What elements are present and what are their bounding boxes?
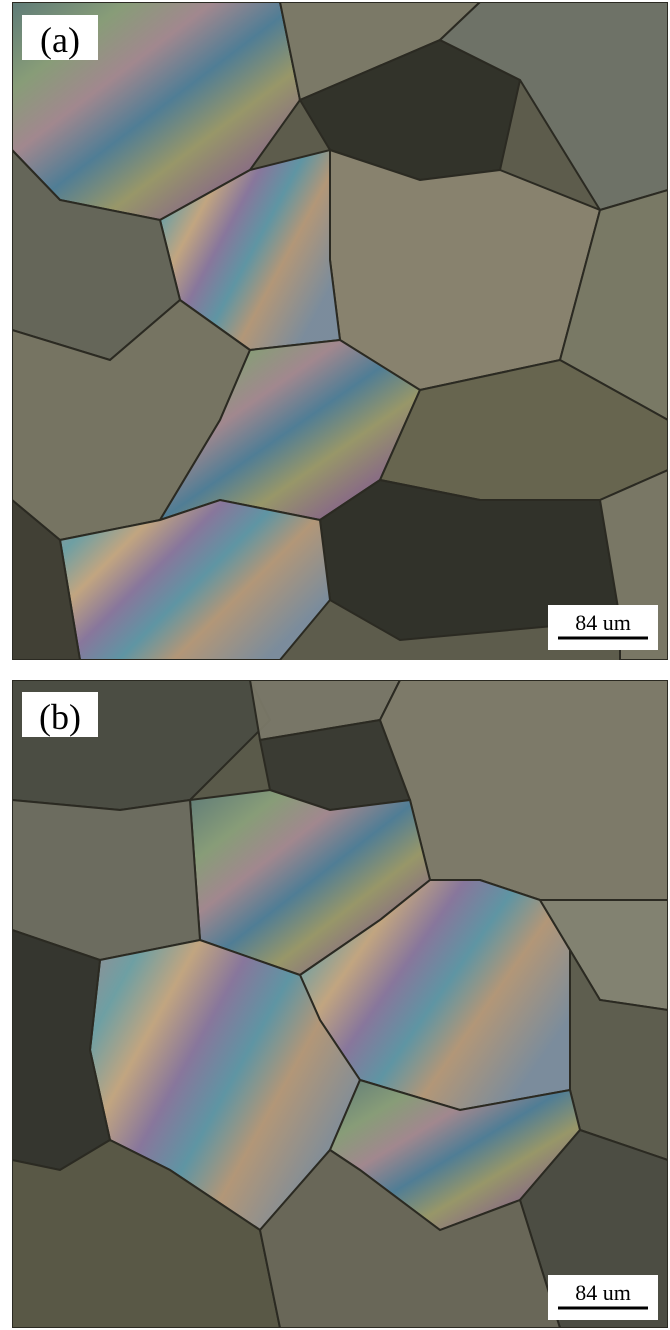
panel-label: (b) <box>39 697 81 737</box>
panel-label: (a) <box>40 20 80 60</box>
scale-bar-text: 84 um <box>575 610 631 635</box>
micrograph-b: (b) 84 um <box>12 680 668 1328</box>
micrograph-a: (a) 84 um <box>12 2 668 660</box>
figure: (a) 84 um (b) 84 um <box>0 0 670 1330</box>
scale-bar-text: 84 um <box>575 1280 631 1305</box>
page: (a) 84 um (b) 84 um (() => { const data … <box>0 0 670 1330</box>
